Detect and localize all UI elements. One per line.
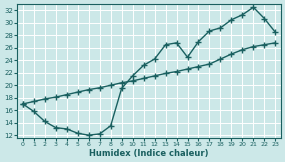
X-axis label: Humidex (Indice chaleur): Humidex (Indice chaleur)	[89, 149, 209, 158]
